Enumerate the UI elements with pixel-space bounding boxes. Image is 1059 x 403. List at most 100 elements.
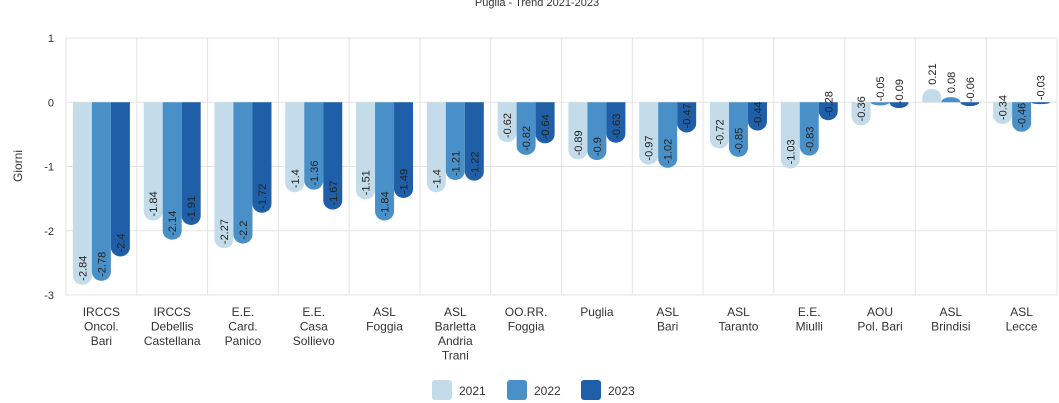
x-axis-categories: IRCCSOncol.BariIRCCSDebellisCastellanaE.… bbox=[83, 305, 1038, 363]
bar-2022 bbox=[375, 102, 395, 221]
data-label: -2.27 bbox=[219, 219, 231, 244]
x-category-label: ASL bbox=[444, 305, 467, 319]
bar-2022 bbox=[941, 97, 961, 103]
y-axis-label: Giorni bbox=[11, 150, 25, 182]
data-label: -1.84 bbox=[148, 191, 160, 216]
data-label: -0.97 bbox=[644, 135, 656, 160]
x-category-label: Lecce bbox=[1006, 320, 1038, 334]
y-tick-label: 0 bbox=[48, 97, 54, 109]
x-category-label: Card. bbox=[228, 320, 257, 334]
x-category-label: Miulli bbox=[796, 320, 823, 334]
bar-2021 bbox=[143, 102, 163, 221]
bar-2021 bbox=[639, 102, 659, 165]
bar-2023 bbox=[110, 102, 130, 257]
data-label: -0.9 bbox=[592, 137, 604, 156]
bar-2023 bbox=[535, 102, 555, 144]
legend-label-2022: 2022 bbox=[534, 384, 561, 398]
bar-2022 bbox=[587, 102, 607, 161]
x-category-label: Debellis bbox=[151, 320, 194, 334]
bar-2023 bbox=[1031, 102, 1051, 105]
bar-2022 bbox=[658, 102, 678, 168]
data-label: -0.62 bbox=[502, 113, 514, 138]
data-label: -0.46 bbox=[1017, 103, 1029, 128]
legend-label-2021: 2021 bbox=[459, 384, 486, 398]
data-label: -1.49 bbox=[399, 169, 411, 194]
x-category-label: OO.RR. bbox=[505, 305, 548, 319]
data-label: -2.78 bbox=[96, 252, 108, 277]
data-label: -0.34 bbox=[998, 95, 1010, 120]
bar-2023 bbox=[889, 102, 909, 109]
x-category-label: ASL bbox=[656, 305, 679, 319]
bar-2023 bbox=[818, 102, 838, 121]
data-label: -1.91 bbox=[186, 196, 198, 221]
data-label: -1.67 bbox=[328, 180, 340, 205]
data-label: -2.84 bbox=[77, 256, 89, 281]
data-label: -0.64 bbox=[540, 114, 552, 139]
chart-title: Puglia - Trend 2021-2023 bbox=[475, 0, 599, 9]
x-category-label: E.E. bbox=[798, 305, 821, 319]
x-category-label: Puglia bbox=[580, 305, 614, 319]
data-label: -1.72 bbox=[257, 184, 269, 209]
data-label: -0.09 bbox=[894, 79, 906, 104]
x-category-label: Taranto bbox=[718, 320, 758, 334]
data-label: -0.85 bbox=[733, 128, 745, 153]
bar-2021 bbox=[214, 102, 234, 249]
x-category-label: Brindisi bbox=[931, 320, 970, 334]
data-label: -0.06 bbox=[965, 77, 977, 102]
data-label: -0.36 bbox=[856, 96, 868, 121]
data-label: -1.84 bbox=[380, 191, 392, 216]
data-label: -0.28 bbox=[823, 91, 835, 116]
x-category-label: Foggia bbox=[508, 320, 545, 334]
bar-2023 bbox=[960, 102, 980, 107]
data-label: -0.05 bbox=[875, 76, 887, 101]
x-category-label: AOU bbox=[867, 305, 893, 319]
x-category-label: ASL bbox=[373, 305, 396, 319]
x-category-label: Foggia bbox=[366, 320, 403, 334]
bar-2021 bbox=[709, 102, 729, 149]
x-category-label: Bari bbox=[91, 334, 112, 348]
x-category-label: Trani bbox=[442, 349, 469, 363]
x-category-label: ASL bbox=[939, 305, 962, 319]
bar-2023 bbox=[394, 102, 414, 198]
data-label: -1.36 bbox=[309, 161, 321, 186]
x-category-label: Oncol. bbox=[84, 320, 119, 334]
legend: 2021 2022 2023 bbox=[432, 380, 635, 400]
legend-swatch-2021 bbox=[432, 380, 452, 400]
y-tick-label: -1 bbox=[44, 162, 54, 174]
data-label: -0.89 bbox=[573, 130, 585, 155]
x-category-label: ASL bbox=[727, 305, 750, 319]
data-label: -1.4 bbox=[290, 169, 302, 188]
bar-2023 bbox=[677, 102, 697, 133]
data-label: -1.21 bbox=[450, 151, 462, 176]
data-label: -1.22 bbox=[469, 152, 481, 177]
x-category-label: Castellana bbox=[144, 334, 201, 348]
bar-2022 bbox=[233, 102, 253, 244]
bar-2021 bbox=[497, 102, 517, 143]
data-label: -2.14 bbox=[167, 211, 179, 236]
x-category-label: Andria bbox=[438, 334, 473, 348]
bar-2021 bbox=[922, 88, 942, 103]
x-category-label: IRCCS bbox=[154, 305, 191, 319]
bar-2023 bbox=[747, 102, 767, 131]
y-tick-label: 1 bbox=[48, 33, 54, 45]
bar-2021 bbox=[426, 102, 446, 193]
data-label: -0.44 bbox=[752, 101, 764, 126]
bar-2021 bbox=[993, 102, 1013, 125]
bar-2022 bbox=[728, 102, 748, 157]
bar-2023 bbox=[464, 102, 484, 181]
bar-2022 bbox=[91, 102, 111, 281]
data-label: -1.4 bbox=[431, 169, 443, 188]
x-category-label: Casa bbox=[300, 320, 328, 334]
bar-2022 bbox=[799, 102, 819, 156]
bar-2021 bbox=[780, 102, 800, 169]
bar-2021 bbox=[285, 102, 305, 193]
bar-2022 bbox=[1012, 102, 1032, 132]
bar-2021 bbox=[851, 102, 871, 126]
bar-2023 bbox=[181, 102, 201, 225]
bar-2023 bbox=[606, 102, 626, 143]
bar-2022 bbox=[870, 102, 890, 106]
data-label: -0.03 bbox=[1036, 75, 1048, 100]
x-category-label: Bari bbox=[657, 320, 678, 334]
legend-label-2023: 2023 bbox=[608, 384, 635, 398]
